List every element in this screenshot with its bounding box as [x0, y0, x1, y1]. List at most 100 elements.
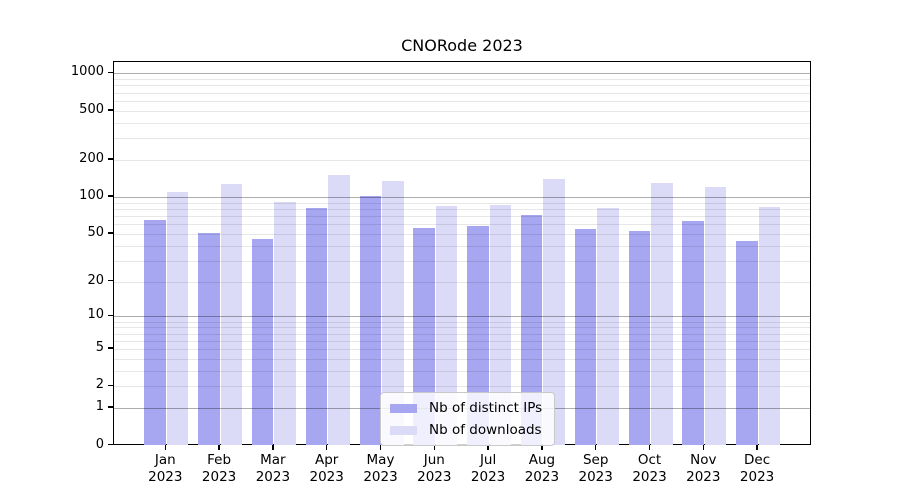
bar-downloads [220, 184, 243, 446]
bar-downloads [166, 191, 189, 446]
x-tick-label: Nov 2023 [686, 452, 721, 485]
x-tick-label: Jun 2023 [417, 452, 452, 485]
legend-label-downloads: Nb of downloads [429, 422, 542, 438]
gridline-major [114, 196, 810, 198]
gridline-minor [114, 349, 810, 350]
gridline-minor [114, 202, 810, 204]
gridline-minor [114, 79, 810, 81]
bar-downloads [328, 175, 350, 446]
y-tick-label: 500 [79, 101, 104, 117]
legend-item-distinct-ips: Nb of distinct IPs [390, 400, 542, 416]
bar-downloads [597, 207, 619, 446]
y-axis-tick [107, 195, 113, 197]
gridline-minor [114, 321, 810, 323]
bar-distinct-ips [359, 195, 381, 446]
legend-item-downloads: Nb of downloads [390, 422, 542, 438]
x-axis-tick [756, 445, 758, 450]
gridline-minor [114, 85, 810, 87]
x-tick-label: Mar 2023 [255, 452, 291, 485]
bar-downloads [704, 186, 727, 446]
x-axis-tick [594, 445, 597, 450]
bar-distinct-ips [467, 225, 489, 446]
y-tick-label: 200 [79, 150, 104, 166]
x-tick-label: Aug 2023 [524, 452, 560, 485]
gridline-major [114, 316, 810, 318]
chart-title: CNORode 2023 [401, 36, 523, 55]
y-axis-tick [107, 231, 113, 234]
gridline-minor [114, 333, 810, 335]
y-tick-label: 0 [95, 436, 104, 452]
legend-swatch-downloads [390, 425, 417, 435]
gridline-minor [114, 370, 810, 372]
gridline-minor [114, 233, 810, 235]
x-axis-tick [648, 445, 651, 450]
gridline-minor [114, 208, 810, 210]
gridline-minor [114, 110, 810, 112]
bar-distinct-ips [144, 219, 166, 446]
gridline-minor [114, 92, 810, 94]
y-tick-label: 100 [79, 187, 104, 203]
y-tick-label: 20 [87, 272, 104, 288]
bar-downloads [382, 180, 404, 446]
bar-downloads [758, 206, 781, 446]
bar-downloads [489, 204, 512, 446]
y-axis-tick [107, 347, 113, 349]
y-axis-tick [107, 108, 113, 111]
x-axis-tick [272, 445, 274, 450]
bar-distinct-ips [305, 208, 328, 446]
x-axis-tick [433, 445, 436, 450]
bar-distinct-ips [682, 220, 704, 446]
x-tick-label: May 2023 [363, 452, 398, 485]
x-tick-label: Dec 2023 [739, 452, 775, 485]
gridline-minor [114, 138, 810, 140]
x-tick-label: Feb 2023 [201, 452, 237, 485]
gridline-minor [114, 245, 810, 247]
y-axis-tick [107, 384, 113, 387]
y-axis-tick [107, 279, 113, 282]
y-axis-tick [107, 71, 113, 74]
gridline-minor [114, 386, 810, 388]
bar-distinct-ips [413, 227, 435, 446]
bar-downloads [274, 201, 296, 446]
gridline-minor [114, 122, 810, 124]
bar-downloads [651, 182, 673, 446]
y-axis-tick [107, 406, 113, 408]
legend-label-distinct-ips: Nb of distinct IPs [429, 400, 543, 416]
x-axis-tick [379, 445, 382, 450]
bar-distinct-ips [574, 228, 597, 446]
y-tick-label: 2 [95, 377, 104, 393]
x-axis-tick [487, 445, 489, 450]
bar-distinct-ips [736, 240, 758, 446]
y-axis-tick [107, 443, 113, 446]
bar-distinct-ips [198, 232, 220, 446]
gridline-minor [114, 159, 810, 161]
gridline-minor [114, 358, 810, 360]
x-tick-label: Jan 2023 [148, 452, 183, 485]
bar-distinct-ips [520, 215, 543, 446]
bar-distinct-ips [251, 239, 274, 446]
x-axis-tick [541, 445, 543, 450]
gridline-major [114, 73, 810, 75]
x-tick-label: Apr 2023 [309, 452, 344, 485]
y-tick-label: 1000 [70, 64, 104, 80]
x-axis-tick [218, 445, 220, 450]
gridline-minor [114, 340, 810, 342]
y-axis-tick [107, 158, 113, 160]
legend-swatch-distinct-ips [390, 403, 417, 413]
gridline-minor [114, 215, 810, 217]
gridline-minor [114, 100, 810, 102]
gridline-minor [114, 260, 810, 262]
x-tick-label: Oct 2023 [632, 452, 667, 485]
y-axis-tick [107, 314, 113, 317]
bar-downloads [543, 178, 565, 446]
y-tick-label: 1 [95, 399, 104, 415]
x-tick-label: Jul 2023 [470, 452, 506, 485]
x-axis-tick [325, 445, 328, 450]
x-axis-tick [164, 445, 167, 450]
gridline-minor [114, 327, 810, 329]
y-tick-label: 5 [95, 340, 104, 355]
legend: Nb of distinct IPs Nb of downloads [380, 392, 556, 446]
y-tick-label: 50 [87, 224, 104, 240]
y-tick-label: 10 [87, 307, 104, 323]
